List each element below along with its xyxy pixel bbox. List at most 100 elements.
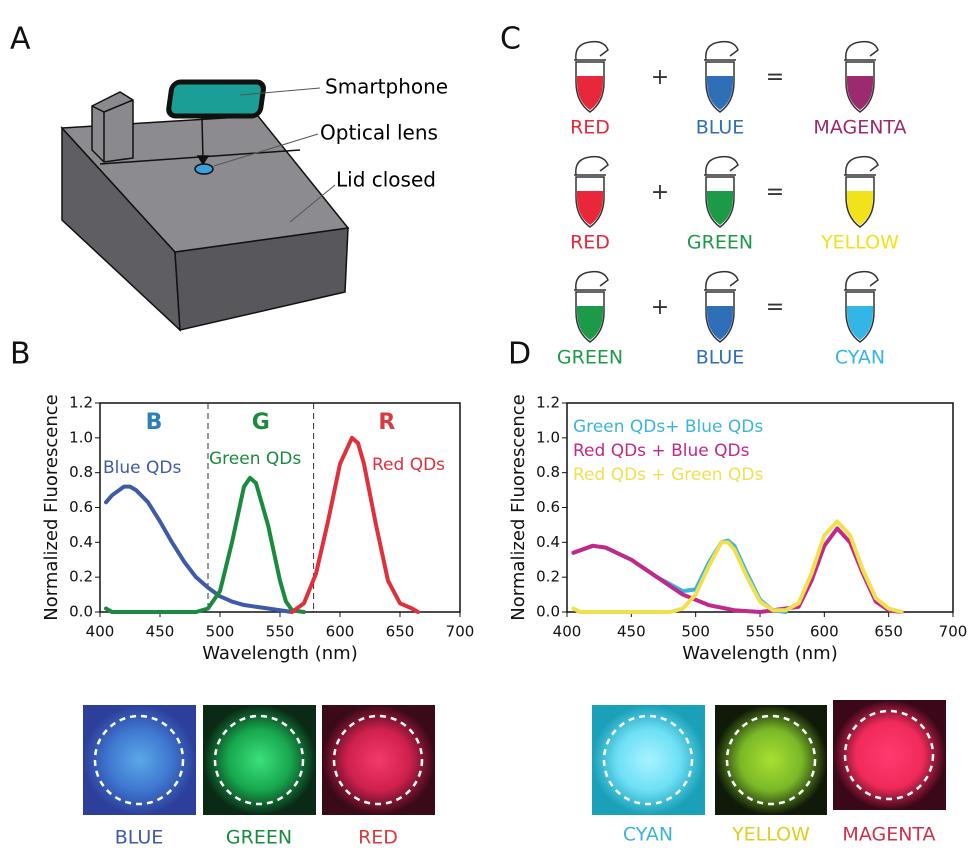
photo-label: GREEN <box>226 827 292 848</box>
annotation: Optical lens <box>320 121 438 145</box>
photo-label: BLUE <box>115 827 164 848</box>
photo <box>715 705 827 815</box>
y-tick-label: 0.8 <box>69 463 93 481</box>
x-tick-label: 450 <box>146 623 175 641</box>
tube-cap <box>574 42 608 60</box>
y-axis-label: Normalized Fluorescence <box>41 394 62 620</box>
series-label: Red QDs <box>372 455 445 475</box>
operator: + <box>651 65 669 90</box>
x-axis-label: Wavelength (nm) <box>682 643 838 664</box>
tube-liquid <box>707 191 733 225</box>
operator: + <box>651 180 669 205</box>
tube-cap <box>574 157 608 175</box>
series-line <box>573 521 901 612</box>
y-axis-label: Normalized Fluorescence <box>508 394 529 620</box>
tube-liquid <box>707 306 733 340</box>
x-tick-label: 550 <box>746 623 775 641</box>
figure: A Smartphone Optical lens Lid closed C B… <box>0 0 971 847</box>
device-drawing <box>62 82 348 330</box>
tube <box>704 157 738 227</box>
y-tick-label: 1.0 <box>69 428 93 446</box>
series-line <box>106 478 304 612</box>
x-tick-label: 400 <box>86 623 115 641</box>
photos <box>83 700 946 815</box>
tube-label: RED <box>570 117 610 139</box>
operator: = <box>766 295 784 320</box>
y-tick-label: 0.0 <box>536 603 560 621</box>
x-tick-label: 600 <box>326 623 355 641</box>
tube <box>844 42 878 112</box>
tube-label: YELLOW <box>820 232 899 254</box>
series-label: Green QDs <box>209 449 301 469</box>
x-tick-label: 400 <box>553 623 582 641</box>
photo <box>833 700 946 810</box>
x-tick-label: 450 <box>617 623 646 641</box>
tube-liquid <box>847 306 873 340</box>
tube <box>704 42 738 112</box>
tube-liquid <box>577 76 603 110</box>
annotation: Lid closed <box>336 168 436 192</box>
y-tick-label: 0.6 <box>536 498 560 516</box>
photo <box>592 705 705 815</box>
tube-label: GREEN <box>557 347 623 369</box>
tube <box>574 42 608 112</box>
tube <box>844 157 878 227</box>
tube-cap <box>844 272 878 290</box>
tube-label: MAGENTA <box>813 117 906 139</box>
tube-label: BLUE <box>696 347 745 369</box>
tube-liquid <box>847 191 873 225</box>
x-tick-label: 700 <box>446 623 475 641</box>
panel-label: D <box>508 337 531 372</box>
y-tick-label: 0.2 <box>69 568 93 586</box>
y-tick-label: 0.8 <box>536 463 560 481</box>
photo-label: MAGENTA <box>842 824 935 846</box>
x-tick-label: 700 <box>939 623 968 641</box>
operator: + <box>651 295 669 320</box>
photo <box>83 705 196 815</box>
y-tick-label: 0.0 <box>69 603 93 621</box>
series-line <box>573 541 785 612</box>
tube-label: CYAN <box>835 347 885 369</box>
x-axis-label: Wavelength (nm) <box>202 643 358 664</box>
tube-liquid <box>577 306 603 340</box>
tube-cap <box>704 157 738 175</box>
x-tick-label: 550 <box>266 623 295 641</box>
tube-cap <box>844 157 878 175</box>
tube <box>574 272 608 342</box>
region-label: R <box>378 410 395 435</box>
region-label: G <box>252 410 270 435</box>
photo <box>203 705 316 815</box>
operator: = <box>766 65 784 90</box>
y-tick-label: 1.0 <box>536 428 560 446</box>
y-tick-label: 0.4 <box>69 533 93 551</box>
x-tick-label: 650 <box>874 623 903 641</box>
panel-label: A <box>10 22 31 57</box>
y-tick-label: 1.2 <box>69 394 93 412</box>
tube <box>844 272 878 342</box>
tube-cap <box>844 42 878 60</box>
tube-label: GREEN <box>687 232 753 254</box>
annotation: Smartphone <box>325 75 448 99</box>
legend-entry: Green QDs+ Blue QDs <box>573 417 763 437</box>
legend-entry: Red QDs + Green QDs <box>573 465 763 485</box>
y-tick-label: 1.2 <box>536 394 560 412</box>
tube-label: RED <box>570 232 610 254</box>
panel-label: C <box>500 22 521 57</box>
series-label: Blue QDs <box>103 458 181 478</box>
x-tick-label: 500 <box>681 623 710 641</box>
panel-label: B <box>10 337 31 372</box>
tube-cap <box>574 272 608 290</box>
y-tick-label: 0.4 <box>536 533 560 551</box>
tube-label: BLUE <box>696 117 745 139</box>
legend-entry: Red QDs + Blue QDs <box>573 441 750 461</box>
photo-label: RED <box>358 827 398 848</box>
photo-label: CYAN <box>623 824 673 846</box>
x-tick-label: 600 <box>810 623 839 641</box>
photo-label: YELLOW <box>731 824 810 846</box>
photo <box>322 705 435 815</box>
y-tick-label: 0.2 <box>536 568 560 586</box>
region-label: B <box>146 410 163 435</box>
tube-liquid <box>577 191 603 225</box>
x-tick-label: 500 <box>206 623 235 641</box>
tube-cap <box>704 42 738 60</box>
